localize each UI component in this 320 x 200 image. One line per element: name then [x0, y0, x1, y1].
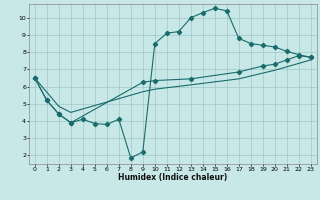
X-axis label: Humidex (Indice chaleur): Humidex (Indice chaleur)	[118, 173, 228, 182]
